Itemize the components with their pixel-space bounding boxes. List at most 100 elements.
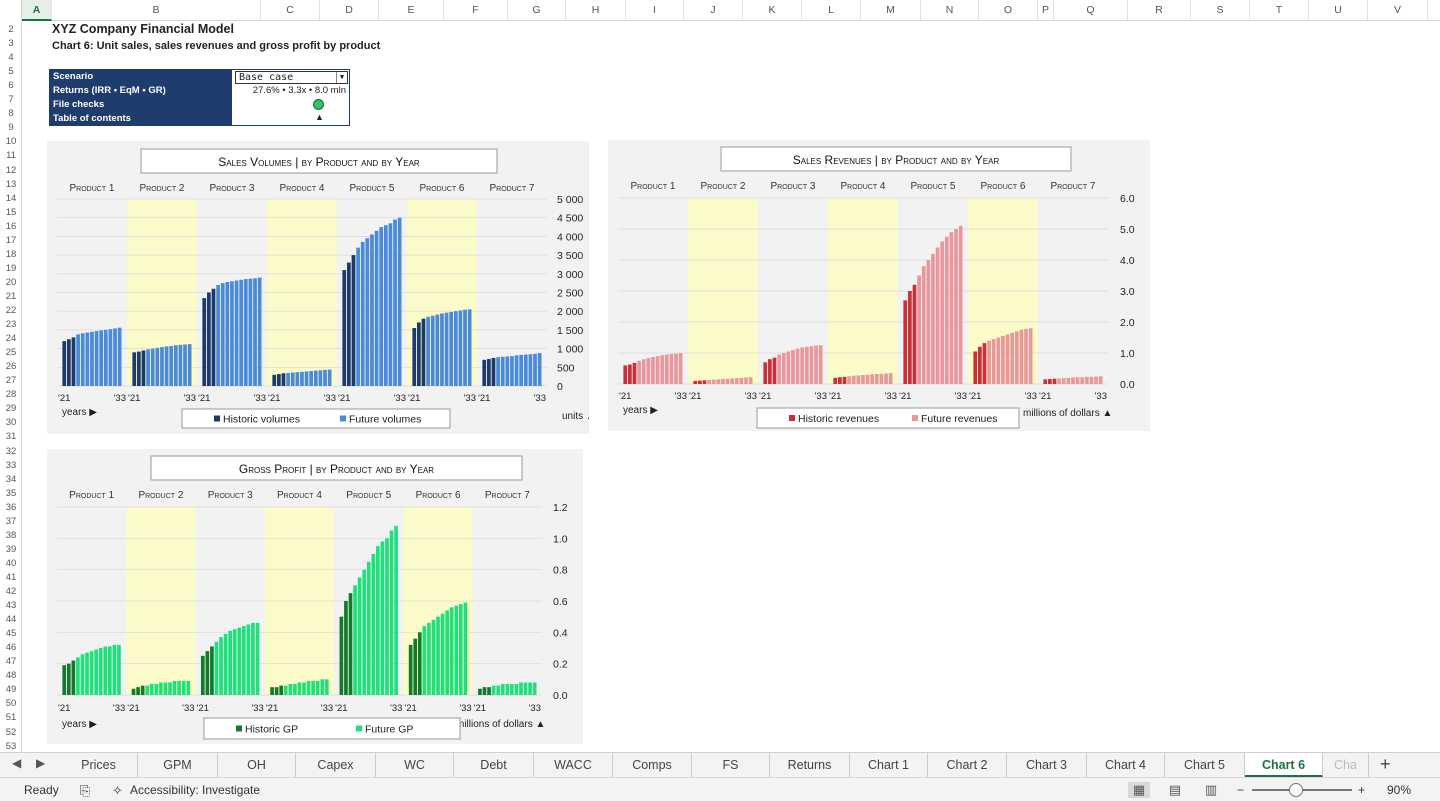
column-header-G[interactable]: G bbox=[508, 0, 566, 21]
zoom-in-button[interactable]: + bbox=[1358, 783, 1366, 797]
column-header-I[interactable]: I bbox=[626, 0, 684, 21]
column-header-W[interactable]: W bbox=[1428, 0, 1440, 21]
row-header-36[interactable]: 36 bbox=[5, 501, 17, 513]
row-header-13[interactable]: 13 bbox=[5, 178, 17, 190]
tab-gpm[interactable]: GPM bbox=[138, 753, 218, 777]
row-header-39[interactable]: 39 bbox=[5, 543, 17, 555]
page-break-view-icon[interactable]: ▥ bbox=[1204, 782, 1218, 797]
row-header-26[interactable]: 26 bbox=[5, 361, 17, 373]
tab-next-button[interactable]: ▶ bbox=[36, 756, 46, 770]
column-header-P[interactable]: P bbox=[1038, 0, 1054, 21]
tab-chart-3[interactable]: Chart 3 bbox=[1007, 753, 1087, 777]
row-header-28[interactable]: 28 bbox=[5, 389, 17, 401]
row-header-12[interactable]: 12 bbox=[5, 164, 17, 176]
row-header-35[interactable]: 35 bbox=[5, 487, 17, 499]
page-layout-view-icon[interactable]: ▤ bbox=[1168, 782, 1182, 797]
row-header-48[interactable]: 48 bbox=[5, 670, 17, 682]
row-header-22[interactable]: 22 bbox=[5, 305, 17, 316]
column-header-D[interactable]: D bbox=[320, 0, 379, 21]
column-header-K[interactable]: K bbox=[743, 0, 802, 21]
zoom-out-button[interactable]: − bbox=[1237, 783, 1245, 797]
row-header-52[interactable]: 52 bbox=[5, 726, 17, 738]
column-header-E[interactable]: E bbox=[379, 0, 444, 21]
row-header-19[interactable]: 19 bbox=[5, 262, 17, 274]
chart-sales-volumes[interactable]: Sales Volumes | by Product and by Year 0 5… bbox=[47, 141, 589, 434]
tab-fs[interactable]: FS bbox=[692, 753, 770, 777]
row-header-43[interactable]: 43 bbox=[5, 600, 17, 612]
normal-view-icon[interactable]: ▦ bbox=[1128, 782, 1150, 798]
tab-wacc[interactable]: WACC bbox=[534, 753, 613, 777]
row-header-7[interactable]: 7 bbox=[8, 94, 14, 106]
tab-comps[interactable]: Comps bbox=[613, 753, 692, 777]
row-header-29[interactable]: 29 bbox=[5, 403, 17, 415]
chevron-down-icon[interactable]: ▼ bbox=[336, 72, 347, 83]
tab-wc[interactable]: WC bbox=[376, 753, 454, 777]
column-header-T[interactable]: T bbox=[1250, 0, 1309, 21]
tab-chart-2[interactable]: Chart 2 bbox=[928, 753, 1007, 777]
scenario-dropdown[interactable]: Base case ▼ bbox=[235, 71, 348, 84]
column-header-Q[interactable]: Q bbox=[1054, 0, 1128, 21]
row-header-10[interactable]: 10 bbox=[5, 136, 17, 148]
tab-chart-1[interactable]: Chart 1 bbox=[850, 753, 928, 777]
tab-capex[interactable]: Capex bbox=[296, 753, 376, 777]
toc-link-icon[interactable]: ▲ bbox=[315, 112, 324, 122]
row-header-34[interactable]: 34 bbox=[5, 473, 17, 485]
row-header-11[interactable]: 11 bbox=[6, 150, 16, 162]
row-header-46[interactable]: 46 bbox=[5, 642, 17, 654]
column-header-B[interactable]: B bbox=[52, 0, 261, 21]
row-header-2[interactable]: 2 bbox=[8, 24, 14, 35]
row-header-15[interactable]: 15 bbox=[5, 206, 17, 218]
row-header-8[interactable]: 8 bbox=[8, 108, 14, 120]
row-header-30[interactable]: 30 bbox=[5, 417, 17, 429]
tab-chart-5[interactable]: Chart 5 bbox=[1165, 753, 1245, 777]
row-header-32[interactable]: 32 bbox=[5, 445, 17, 457]
row-header-53[interactable]: 53 bbox=[5, 740, 17, 752]
row-header-23[interactable]: 23 bbox=[5, 319, 17, 331]
tab-prev-button[interactable]: ◀ bbox=[12, 756, 22, 770]
row-header-25[interactable]: 25 bbox=[5, 347, 17, 359]
column-header-U[interactable]: U bbox=[1309, 0, 1368, 21]
column-header-V[interactable]: V bbox=[1368, 0, 1428, 21]
tab-chart-4[interactable]: Chart 4 bbox=[1087, 753, 1165, 777]
tab-chart-6[interactable]: Chart 6 bbox=[1245, 753, 1323, 777]
row-header-37[interactable]: 37 bbox=[5, 515, 17, 527]
add-sheet-button[interactable]: + bbox=[1380, 754, 1391, 774]
column-header-R[interactable]: R bbox=[1128, 0, 1191, 21]
row-header-33[interactable]: 33 bbox=[5, 459, 17, 471]
row-header-27[interactable]: 27 bbox=[5, 375, 17, 387]
row-header-50[interactable]: 50 bbox=[5, 698, 17, 710]
tab-oh[interactable]: OH bbox=[218, 753, 296, 777]
row-header-20[interactable]: 20 bbox=[5, 276, 17, 288]
row-header-16[interactable]: 16 bbox=[5, 220, 17, 232]
column-header-L[interactable]: L bbox=[802, 0, 861, 21]
accessibility-status[interactable]: Accessibility: Investigate bbox=[130, 783, 261, 797]
row-header-42[interactable]: 42 bbox=[5, 586, 17, 597]
row-header-5[interactable]: 5 bbox=[8, 66, 14, 78]
row-header-4[interactable]: 4 bbox=[8, 52, 14, 64]
tab-cha[interactable]: Cha bbox=[1323, 753, 1369, 777]
zoom-slider-handle[interactable] bbox=[1289, 783, 1303, 797]
row-header-44[interactable]: 44 bbox=[5, 614, 17, 626]
tab-debt[interactable]: Debt bbox=[454, 753, 534, 777]
macro-record-icon[interactable]: ⎘ bbox=[80, 783, 91, 798]
row-header-6[interactable]: 6 bbox=[8, 80, 14, 92]
column-header-O[interactable]: O bbox=[979, 0, 1038, 21]
row-header-40[interactable]: 40 bbox=[5, 557, 17, 569]
row-header-3[interactable]: 3 bbox=[8, 38, 14, 50]
accessibility-icon[interactable]: ✧ bbox=[112, 783, 123, 798]
row-header-38[interactable]: 38 bbox=[5, 529, 17, 541]
column-header-S[interactable]: S bbox=[1191, 0, 1250, 21]
column-header-J[interactable]: J bbox=[684, 0, 743, 21]
column-header-N[interactable]: N bbox=[921, 0, 979, 21]
zoom-level[interactable]: 90% bbox=[1387, 783, 1412, 797]
column-header-F[interactable]: F bbox=[444, 0, 508, 21]
row-header-14[interactable]: 14 bbox=[5, 192, 17, 204]
row-header-49[interactable]: 49 bbox=[5, 684, 17, 696]
row-header-31[interactable]: 31 bbox=[5, 431, 17, 443]
row-header-41[interactable]: 41 bbox=[5, 571, 17, 583]
row-header-21[interactable]: 21 bbox=[5, 290, 17, 302]
tab-returns[interactable]: Returns bbox=[770, 753, 850, 777]
chart-sales-revenues[interactable]: Sales Revenues | by Product and by Year 0… bbox=[608, 140, 1150, 431]
column-header-C[interactable]: C bbox=[261, 0, 320, 21]
chart-gross-profit[interactable]: Gross Profit | by Product and by Year 0.0… bbox=[47, 449, 583, 744]
